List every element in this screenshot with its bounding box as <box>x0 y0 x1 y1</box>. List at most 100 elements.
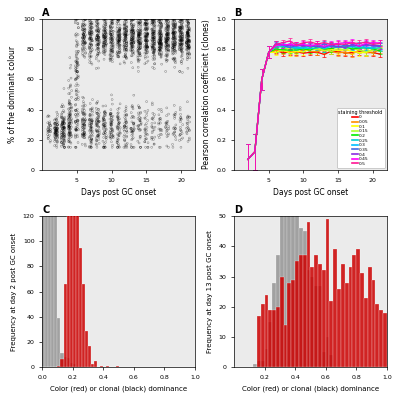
Point <box>165 39 172 45</box>
Point <box>143 39 150 45</box>
Point <box>73 144 79 150</box>
Point <box>80 112 86 118</box>
Point <box>102 128 108 134</box>
Point <box>108 112 114 119</box>
Point <box>122 33 129 39</box>
Point <box>122 36 128 43</box>
Point <box>177 25 183 31</box>
Point <box>150 44 156 50</box>
Point <box>176 46 183 53</box>
Point <box>89 136 95 142</box>
Point <box>129 43 136 50</box>
Point <box>142 136 148 143</box>
Point <box>162 20 169 27</box>
Point <box>121 126 127 133</box>
Point <box>53 117 60 124</box>
Point <box>152 32 158 39</box>
Point <box>164 38 171 44</box>
Point <box>166 47 172 54</box>
Point <box>116 42 123 48</box>
Point <box>59 122 66 128</box>
Point <box>128 28 134 35</box>
Point <box>164 33 170 39</box>
Point <box>122 44 129 51</box>
Point <box>109 49 116 56</box>
Point <box>138 38 144 44</box>
Point <box>144 38 150 44</box>
Point <box>156 37 162 44</box>
Point <box>178 37 184 43</box>
Point <box>170 30 176 37</box>
Point <box>135 30 142 36</box>
Point <box>116 116 123 122</box>
Point <box>170 21 176 27</box>
Point <box>172 113 178 120</box>
Point <box>156 126 162 132</box>
Point <box>186 50 193 57</box>
Point <box>95 35 101 41</box>
Point <box>136 46 143 52</box>
Point <box>156 18 162 24</box>
Point <box>149 28 156 34</box>
Point <box>115 132 121 138</box>
Point <box>89 38 96 44</box>
Point <box>121 32 128 38</box>
Point <box>124 16 130 22</box>
Point <box>93 36 99 42</box>
Point <box>186 52 193 58</box>
Point <box>52 130 58 136</box>
Point <box>80 95 87 101</box>
Point <box>87 54 93 60</box>
Point <box>143 35 150 42</box>
Point <box>178 116 184 122</box>
Point <box>73 88 79 94</box>
Point <box>52 142 58 149</box>
Bar <box>67 211 70 367</box>
Point <box>156 144 162 150</box>
Point <box>96 38 102 44</box>
Point <box>129 38 135 45</box>
Point <box>176 24 182 31</box>
Point <box>172 42 178 48</box>
Point <box>102 36 108 43</box>
Point <box>124 39 130 45</box>
Point <box>58 139 64 146</box>
Point <box>54 139 60 146</box>
Point <box>142 33 148 40</box>
Point <box>158 40 164 46</box>
Point <box>149 31 155 38</box>
Point <box>156 30 162 36</box>
Point <box>82 129 88 136</box>
Point <box>95 16 102 22</box>
Point <box>172 18 178 24</box>
Point <box>179 32 185 38</box>
Point <box>66 123 72 130</box>
Point <box>75 48 82 54</box>
Point <box>172 34 178 40</box>
Point <box>130 26 136 33</box>
Point <box>47 122 54 128</box>
Point <box>170 16 176 22</box>
Point <box>122 144 128 150</box>
Point <box>148 21 155 28</box>
Point <box>73 52 80 58</box>
Point <box>151 141 157 147</box>
Point <box>108 43 114 49</box>
Point <box>79 46 86 52</box>
Point <box>100 32 106 38</box>
Point <box>123 122 129 129</box>
Point <box>52 131 59 137</box>
Point <box>95 45 102 51</box>
Point <box>80 52 86 58</box>
Point <box>129 136 136 142</box>
Point <box>152 37 158 43</box>
Point <box>89 118 96 124</box>
Point <box>60 131 66 137</box>
Point <box>143 16 149 22</box>
Point <box>122 29 128 36</box>
Point <box>171 47 178 54</box>
Point <box>114 53 121 60</box>
Point <box>103 40 110 47</box>
Point <box>171 30 177 37</box>
Bar <box>306 222 310 367</box>
